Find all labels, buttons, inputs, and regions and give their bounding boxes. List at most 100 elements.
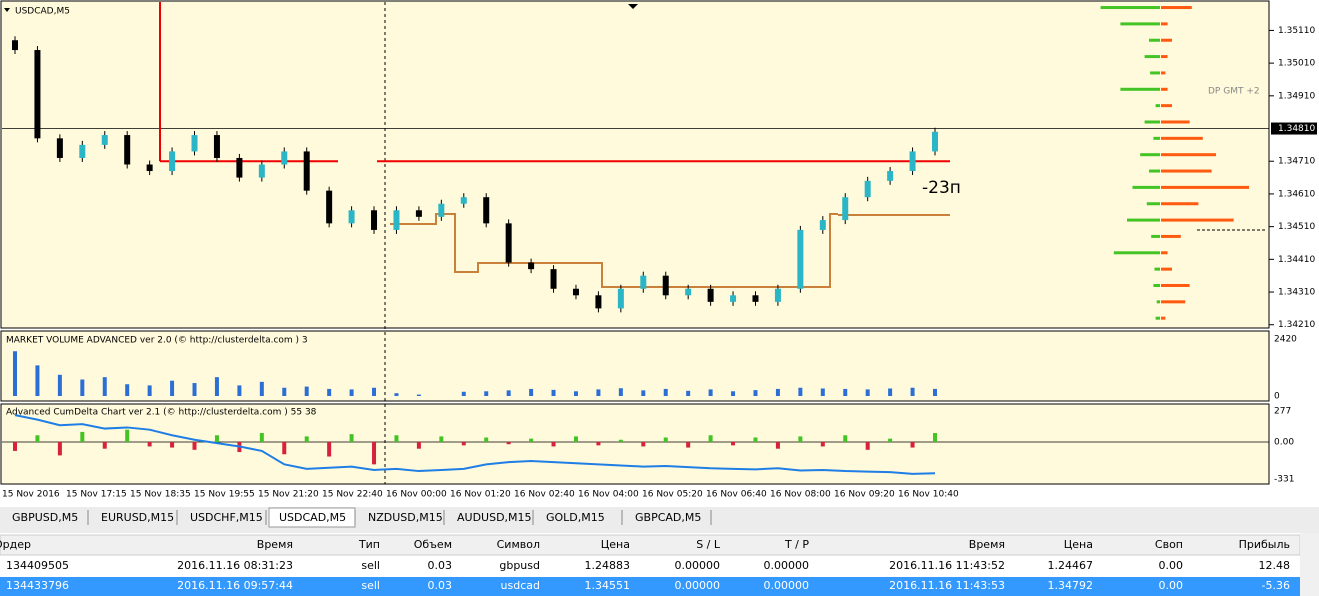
time-label: 15 Nov 17:15	[66, 490, 127, 500]
delta-bar	[484, 437, 489, 442]
volume-bar	[686, 390, 691, 396]
cell: 0.03	[428, 559, 453, 572]
delta-bar	[304, 436, 309, 442]
profile-sell	[1161, 38, 1172, 42]
candle	[12, 40, 18, 51]
delta-tick: 0.00	[1274, 437, 1294, 447]
tab[interactable]: GBPCAD,M5	[635, 511, 701, 524]
profile-sell	[1161, 71, 1166, 75]
delta-bar	[372, 441, 377, 465]
tab[interactable]: AUDUSD,M15	[457, 511, 532, 524]
column-header: Ордер	[0, 538, 31, 551]
candle	[281, 151, 288, 165]
volume-bar	[708, 389, 713, 396]
tab[interactable]: GBPUSD,M5	[12, 511, 78, 524]
volume-bar	[663, 388, 668, 396]
profile-buy	[1151, 234, 1160, 238]
column-header: Цена	[1064, 538, 1093, 551]
cell: 2016.11.16 11:43:53	[889, 579, 1005, 592]
candle	[34, 50, 41, 139]
time-label: 16 Nov 09:20	[834, 490, 895, 500]
price-label: 1.34410	[1278, 255, 1315, 265]
time-label: 16 Nov 10:40	[898, 490, 959, 500]
volume-bar	[304, 386, 309, 396]
volume-bar	[573, 391, 578, 396]
current-price: 1.34810	[1278, 124, 1315, 134]
tab[interactable]: NZDUSD,M15	[368, 511, 443, 524]
profile-sell	[1161, 120, 1190, 124]
delta-bar	[618, 439, 623, 442]
tab[interactable]: GOLD,M15	[546, 511, 605, 524]
profile-buy	[1144, 55, 1160, 59]
delta-bar	[147, 441, 152, 447]
volume-bar	[506, 390, 511, 396]
cell: 0.03	[428, 579, 453, 592]
candle	[640, 275, 647, 289]
candle	[460, 197, 467, 204]
column-header: S / L	[696, 538, 721, 551]
volume-bar	[551, 389, 556, 396]
delta-bar	[708, 435, 713, 442]
profile-buy	[1113, 251, 1160, 255]
profile-sell	[1161, 202, 1199, 206]
candle	[236, 157, 243, 178]
delta-bar	[843, 435, 848, 442]
delta-bar	[80, 431, 85, 442]
profile-buy	[1155, 316, 1160, 320]
cell: 0.00	[1159, 579, 1184, 592]
price-box	[1271, 122, 1317, 135]
cell: gbpusd	[499, 559, 540, 572]
scrollbar	[1300, 533, 1319, 596]
delta-bar	[170, 441, 175, 448]
time-label: 16 Nov 02:40	[514, 490, 575, 500]
volume-bar	[125, 384, 130, 396]
time-label: 16 Nov 08:00	[770, 490, 831, 500]
volume-bar	[798, 387, 803, 396]
volume-bar	[35, 365, 40, 396]
cell: sell	[361, 559, 380, 572]
candle	[483, 197, 490, 224]
volume-bar	[416, 394, 421, 396]
column-header: Время	[969, 538, 1005, 551]
column-header: Своп	[1155, 538, 1183, 551]
profile-buy	[1144, 120, 1160, 124]
volume-bar	[618, 388, 623, 396]
cumdelta-line	[14, 414, 936, 475]
delta-bar	[910, 441, 915, 448]
delta-bar	[102, 441, 107, 449]
time-label: 15 Nov 21:20	[258, 490, 319, 500]
trail-level	[390, 213, 838, 288]
delta-bar	[529, 438, 534, 442]
tab[interactable]: EURUSD,M15	[101, 511, 174, 524]
candle	[79, 144, 86, 158]
profile-sell	[1161, 185, 1249, 189]
cell: 0.00	[1159, 559, 1184, 572]
profile-sell	[1161, 169, 1212, 173]
volume-bar	[461, 391, 466, 396]
tab[interactable]: USDCAD,M5	[279, 511, 346, 524]
delta-bar	[327, 441, 332, 457]
profile-buy	[1140, 153, 1160, 157]
profile-buy	[1100, 6, 1160, 10]
candle	[819, 220, 826, 230]
candle	[56, 138, 63, 158]
tab[interactable]: USDCHF,M15	[190, 511, 263, 524]
cell: 2016.11.16 09:57:44	[177, 579, 293, 592]
volume-bar	[641, 390, 646, 396]
candle	[932, 131, 938, 152]
candle	[438, 203, 445, 217]
candle	[213, 135, 220, 158]
profile-buy	[1127, 218, 1160, 222]
delta-bar	[775, 441, 780, 449]
delta-bar	[13, 441, 17, 451]
volume-bar	[282, 387, 287, 396]
volume-bar	[820, 388, 825, 396]
selected-row	[0, 577, 1300, 596]
column-header: Объем	[414, 538, 452, 551]
time-label: 16 Nov 01:20	[450, 490, 511, 500]
time-label: 16 Nov 00:00	[386, 490, 447, 500]
profile-sell	[1161, 6, 1192, 10]
profile-sell	[1161, 283, 1190, 287]
column-header: Тип	[358, 538, 380, 551]
